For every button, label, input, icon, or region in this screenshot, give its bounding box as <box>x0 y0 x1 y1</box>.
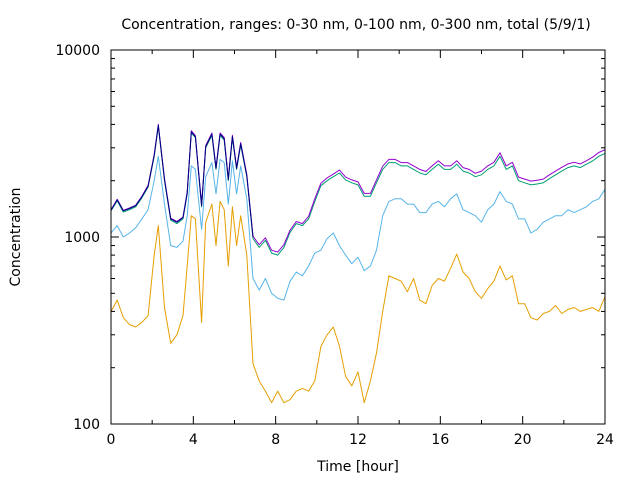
series-layer <box>110 123 606 404</box>
tick-layer: 0 4 8 12 16 20 24 100 1000 10000 <box>55 43 614 448</box>
x-tick-label: 20 <box>514 432 532 448</box>
series-line-2 <box>110 155 606 301</box>
x-axis-label: Time [hour] <box>316 459 399 475</box>
x-tick-label: 24 <box>596 432 614 448</box>
y-tick-label: 100 <box>73 417 100 433</box>
y-tick-label: 10000 <box>55 43 100 59</box>
x-tick-label: 0 <box>107 432 116 448</box>
y-tick-label: 1000 <box>64 230 100 246</box>
x-tick-label: 16 <box>431 432 449 448</box>
plot-frame <box>110 49 606 425</box>
x-tick-label: 4 <box>189 432 198 448</box>
series-line-1 <box>110 200 606 404</box>
x-tick-label: 12 <box>349 432 367 448</box>
series-line-3 <box>110 126 606 256</box>
series-line-5 <box>110 124 254 238</box>
series-line-4 <box>110 123 606 253</box>
chart-title: Concentration, ranges: 0-30 nm, 0-100 nm… <box>121 17 590 33</box>
y-axis-label: Concentration <box>8 187 24 286</box>
x-tick-label: 8 <box>271 432 280 448</box>
